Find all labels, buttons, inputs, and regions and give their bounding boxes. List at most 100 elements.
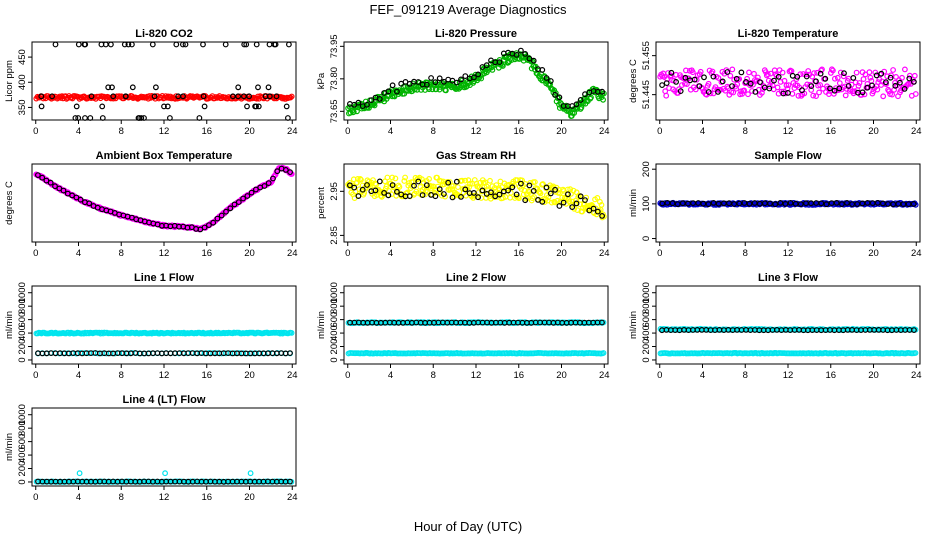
data-point [594,208,601,215]
data-point [775,73,782,80]
y-axis-label: kPa [316,72,327,89]
data-point [384,174,391,181]
data-point [816,89,822,96]
data-point [436,186,443,193]
y-axis-label: Licor ppm [4,60,15,102]
data-point [210,219,217,226]
panel-title: Li-820 CO2 [135,28,192,40]
data-point [530,57,537,64]
x-tick-label: 20 [556,370,567,381]
data-point [668,69,675,76]
data-point [368,97,375,103]
chart-panel: Gas Stream RH percent 0 4 8 12 16 20 24 2.85 2.95 [316,150,610,259]
y-tick-label: 0 [17,479,28,484]
data-point [436,86,443,93]
data-point [829,66,835,73]
data-point [201,103,208,110]
x-tick-label: 0 [345,248,350,259]
data-point [831,90,837,97]
data-point [886,88,892,95]
data-point [797,201,804,208]
data-point [864,84,871,91]
x-tick-label: 0 [33,126,38,137]
data-point [767,200,773,207]
data-point [579,208,586,215]
data-point [766,85,773,92]
x-tick-label: 4 [700,370,705,381]
x-tick-label: 8 [743,248,748,259]
data-points [657,199,919,208]
data-point [588,94,594,101]
data-point [201,224,208,231]
data-point [420,179,427,186]
data-point [910,200,917,207]
data-point [805,68,812,74]
y-tick-label: 2.85 [329,226,340,245]
x-tick-label: 24 [287,370,298,381]
data-point [850,74,857,81]
data-point [487,177,493,184]
x-tick-label: 16 [513,126,524,137]
data-point [166,115,173,121]
data-point [844,199,850,206]
data-point [811,70,817,76]
data-point [759,89,765,96]
y-axis-label: ml/min [628,189,639,217]
data-point [836,85,843,92]
data-point [255,103,262,110]
x-tick-label: 16 [513,248,524,259]
data-point [161,103,167,110]
x-tick-label: 4 [388,248,393,259]
x-tick-label: 20 [868,370,879,381]
data-point [893,73,899,80]
data-point [577,96,584,103]
x-tick-label: 0 [33,370,38,381]
data-point [175,93,182,100]
y-tick-label: 450 [17,49,28,65]
data-point [82,115,88,121]
data-point [109,84,115,91]
data-point [265,180,272,187]
x-tick-label: 20 [868,248,879,259]
x-tick-label: 16 [825,370,836,381]
data-point [73,194,80,201]
data-point [214,215,221,222]
data-point [683,67,689,74]
data-point [746,69,752,76]
data-point [569,204,576,211]
data-point [719,78,726,85]
data-point [459,177,465,184]
y-axis-label: ml/min [628,311,639,339]
data-point [781,77,788,84]
data-point [785,82,792,88]
data-point [767,70,774,77]
data-point [859,89,866,96]
data-point [483,62,490,69]
data-point [182,41,189,48]
data-point [726,200,732,207]
data-point [701,74,707,81]
data-point [76,470,83,477]
data-point [537,190,544,197]
data-point [911,72,918,79]
data-point [736,76,743,82]
data-point [205,222,212,229]
data-point [867,74,874,81]
data-point [141,115,147,121]
data-point [246,93,253,100]
data-point [560,199,567,206]
data-point [244,103,250,110]
data-point [149,41,156,48]
data-point [394,188,400,195]
x-tick-label: 4 [388,370,393,381]
y-tick-label: 400 [17,74,28,90]
data-point [877,71,884,78]
data-point [715,88,721,95]
data-point [845,83,852,89]
data-point [129,84,136,91]
data-point [240,93,247,100]
y-tick-label: 1000 [17,404,28,425]
data-point [813,93,819,99]
data-point [526,55,533,62]
x-tick-label: 4 [76,248,81,259]
